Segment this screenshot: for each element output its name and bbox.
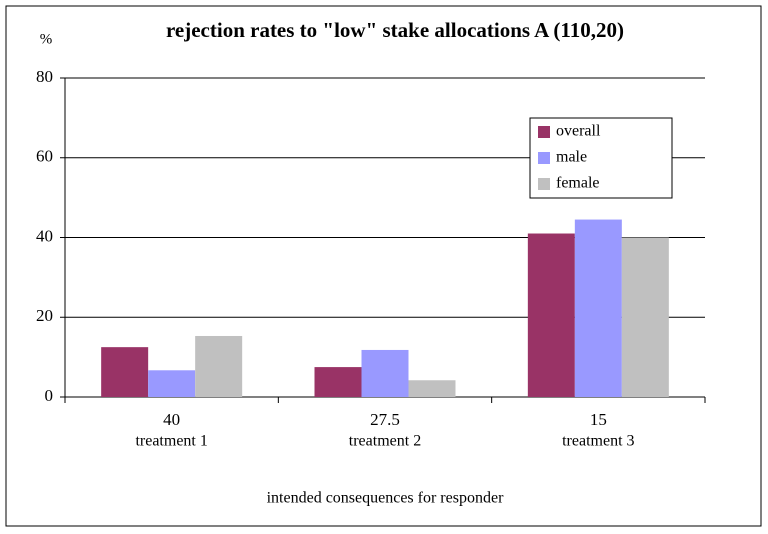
x-axis-label: intended consequences for responder: [267, 490, 504, 507]
y-tick-label: 60: [36, 147, 53, 166]
legend-swatch: [538, 126, 550, 138]
bar: [148, 370, 196, 397]
x-tick-label: 27.5: [370, 410, 400, 429]
bar: [574, 219, 622, 397]
x-tick-sublabel: treatment 2: [349, 433, 421, 450]
legend-label: female: [556, 175, 600, 192]
legend-box: [529, 117, 673, 199]
bar: [314, 367, 362, 397]
legend-label: male: [556, 149, 587, 166]
bar: [527, 233, 575, 397]
y-axis-label: %: [40, 31, 53, 47]
bar: [195, 335, 243, 397]
y-tick-label: 20: [36, 306, 53, 325]
y-tick-label: 80: [36, 67, 53, 86]
legend-label: overall: [556, 123, 601, 140]
x-tick-sublabel: treatment 1: [135, 433, 207, 450]
y-tick-label: 40: [36, 226, 53, 245]
x-tick-sublabel: treatment 3: [562, 433, 634, 450]
bar: [621, 237, 669, 397]
legend-swatch: [538, 152, 550, 164]
bar: [408, 380, 456, 397]
x-tick-label: 15: [590, 410, 607, 429]
legend-swatch: [538, 178, 550, 190]
x-tick-label: 40: [163, 410, 180, 429]
bar: [101, 347, 149, 397]
chart-title: rejection rates to "low" stake allocatio…: [166, 18, 624, 42]
y-tick-label: 0: [45, 386, 54, 405]
bar: [361, 349, 409, 397]
